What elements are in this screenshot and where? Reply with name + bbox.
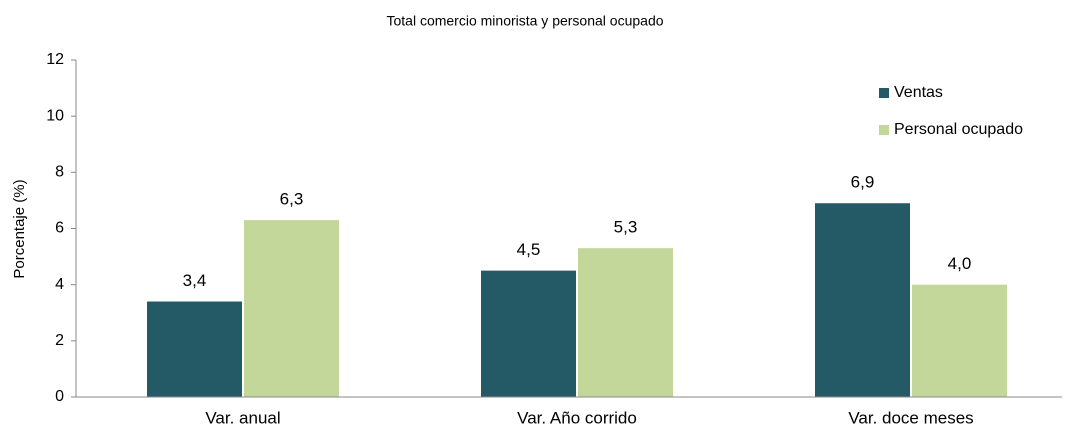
value-label: 5,3: [614, 218, 638, 237]
legend-swatch: [879, 125, 889, 135]
y-tick-label: 0: [55, 388, 64, 405]
y-tick-label: 8: [55, 164, 64, 181]
bar: [815, 203, 910, 397]
x-tick-label: Var. Año corrido: [517, 408, 637, 427]
value-label: 3,4: [183, 271, 207, 290]
bar: [244, 220, 339, 397]
value-label: 4,5: [517, 240, 541, 259]
x-tick-label: Var. doce meses: [848, 408, 973, 427]
value-label: 4,0: [948, 254, 972, 273]
bar: [912, 284, 1007, 397]
y-tick-label: 4: [55, 276, 64, 293]
y-tick-label: 6: [55, 220, 64, 237]
bar: [481, 270, 576, 397]
value-label: 6,3: [280, 190, 304, 209]
y-tick-label: 10: [46, 107, 64, 124]
legend-label: Personal ocupado: [894, 121, 1023, 138]
bar: [578, 248, 673, 397]
y-tick-label: 12: [46, 51, 64, 68]
legend-label: Ventas: [894, 84, 943, 101]
value-label: 6,9: [851, 173, 875, 192]
x-tick-label: Var. anual: [205, 408, 280, 427]
chart-title: Total comercio minorista y personal ocup…: [386, 13, 663, 29]
bar: [147, 301, 242, 397]
y-tick-label: 2: [55, 332, 64, 349]
legend-swatch: [879, 88, 889, 98]
y-axis-label: Porcentaje (%): [11, 179, 28, 278]
